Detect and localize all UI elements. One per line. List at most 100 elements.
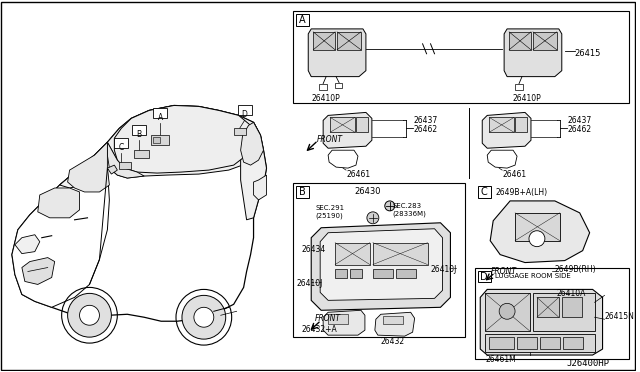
Bar xyxy=(337,32,361,50)
Polygon shape xyxy=(253,175,266,200)
Text: (25190): (25190) xyxy=(315,213,343,219)
Text: 26462: 26462 xyxy=(568,125,592,134)
Bar xyxy=(515,84,523,90)
Bar xyxy=(396,269,415,279)
Bar xyxy=(485,334,595,352)
Text: B: B xyxy=(137,130,142,140)
Bar xyxy=(153,109,167,118)
Polygon shape xyxy=(241,122,264,165)
Text: 26410A: 26410A xyxy=(557,289,586,298)
Text: 26410P: 26410P xyxy=(311,93,340,103)
Polygon shape xyxy=(323,112,372,148)
Polygon shape xyxy=(108,165,117,174)
Bar xyxy=(293,11,629,103)
Polygon shape xyxy=(483,112,531,148)
Circle shape xyxy=(182,295,226,339)
Bar xyxy=(373,243,428,264)
Text: B: B xyxy=(299,187,306,197)
Bar xyxy=(476,267,629,359)
Bar xyxy=(533,294,595,331)
Bar xyxy=(373,269,393,279)
Circle shape xyxy=(194,307,214,327)
Text: 26462: 26462 xyxy=(413,125,438,134)
Text: A: A xyxy=(299,15,305,25)
Polygon shape xyxy=(15,235,40,254)
Bar xyxy=(383,316,403,324)
Polygon shape xyxy=(320,229,442,300)
Polygon shape xyxy=(60,142,117,188)
Polygon shape xyxy=(12,142,109,307)
Bar xyxy=(328,314,348,324)
Polygon shape xyxy=(311,223,451,310)
Bar xyxy=(296,186,309,198)
Circle shape xyxy=(79,305,99,325)
Polygon shape xyxy=(328,150,358,168)
Polygon shape xyxy=(241,122,266,220)
Text: 26461: 26461 xyxy=(346,170,370,179)
Text: C: C xyxy=(481,187,488,197)
Polygon shape xyxy=(115,105,253,173)
Bar xyxy=(478,186,491,198)
Text: 2649B+A(LH): 2649B+A(LH) xyxy=(495,188,547,197)
Polygon shape xyxy=(38,188,79,218)
Text: D: D xyxy=(242,110,248,119)
Bar xyxy=(350,269,362,279)
Polygon shape xyxy=(108,105,259,178)
Circle shape xyxy=(499,303,515,319)
Bar xyxy=(489,337,514,349)
Text: 26432+A: 26432+A xyxy=(301,325,337,334)
Bar xyxy=(515,213,560,241)
Polygon shape xyxy=(375,312,415,336)
Text: FRONT: FRONT xyxy=(317,135,343,144)
Text: 26461: 26461 xyxy=(502,170,526,179)
Text: 26432: 26432 xyxy=(381,337,405,346)
Polygon shape xyxy=(68,142,109,192)
Text: LUGGAGE ROOM SIDE: LUGGAGE ROOM SIDE xyxy=(495,273,571,279)
Text: 26415: 26415 xyxy=(575,49,601,58)
Bar xyxy=(313,32,335,50)
Bar xyxy=(335,83,342,87)
Text: C: C xyxy=(118,143,124,152)
Text: 26410J: 26410J xyxy=(431,264,457,273)
Text: SEC.283: SEC.283 xyxy=(393,203,422,209)
Text: 26410J: 26410J xyxy=(296,279,323,288)
Bar xyxy=(119,162,131,169)
Text: 26437: 26437 xyxy=(413,116,438,125)
Polygon shape xyxy=(487,150,517,168)
Circle shape xyxy=(68,294,111,337)
Bar xyxy=(563,337,582,349)
Bar xyxy=(296,14,309,26)
Polygon shape xyxy=(480,289,602,355)
Circle shape xyxy=(385,201,395,211)
Text: 26430: 26430 xyxy=(355,187,381,196)
Text: 26437: 26437 xyxy=(568,116,592,125)
Polygon shape xyxy=(490,201,589,263)
Bar xyxy=(335,269,347,279)
Text: 26461M: 26461M xyxy=(485,355,516,364)
Polygon shape xyxy=(308,29,366,77)
Bar xyxy=(509,32,531,50)
Text: 2649B(RH): 2649B(RH) xyxy=(555,264,596,273)
Polygon shape xyxy=(323,310,365,335)
Bar xyxy=(335,243,370,264)
Bar xyxy=(515,118,527,132)
Bar xyxy=(485,294,530,331)
Bar xyxy=(562,297,582,317)
Bar xyxy=(132,125,146,135)
Text: SEC.291: SEC.291 xyxy=(315,205,344,211)
Bar xyxy=(330,118,355,132)
Polygon shape xyxy=(108,142,144,178)
Polygon shape xyxy=(22,257,54,285)
Bar xyxy=(537,297,559,317)
Bar xyxy=(234,128,246,135)
Bar xyxy=(533,32,557,50)
Bar xyxy=(356,118,368,132)
Text: (28336M): (28336M) xyxy=(393,211,427,217)
Text: A: A xyxy=(157,113,163,122)
Bar xyxy=(517,337,537,349)
Polygon shape xyxy=(12,105,266,321)
Circle shape xyxy=(367,212,379,224)
Text: 26410P: 26410P xyxy=(512,93,541,103)
Bar xyxy=(489,118,514,132)
Text: FRONT: FRONT xyxy=(315,314,341,323)
